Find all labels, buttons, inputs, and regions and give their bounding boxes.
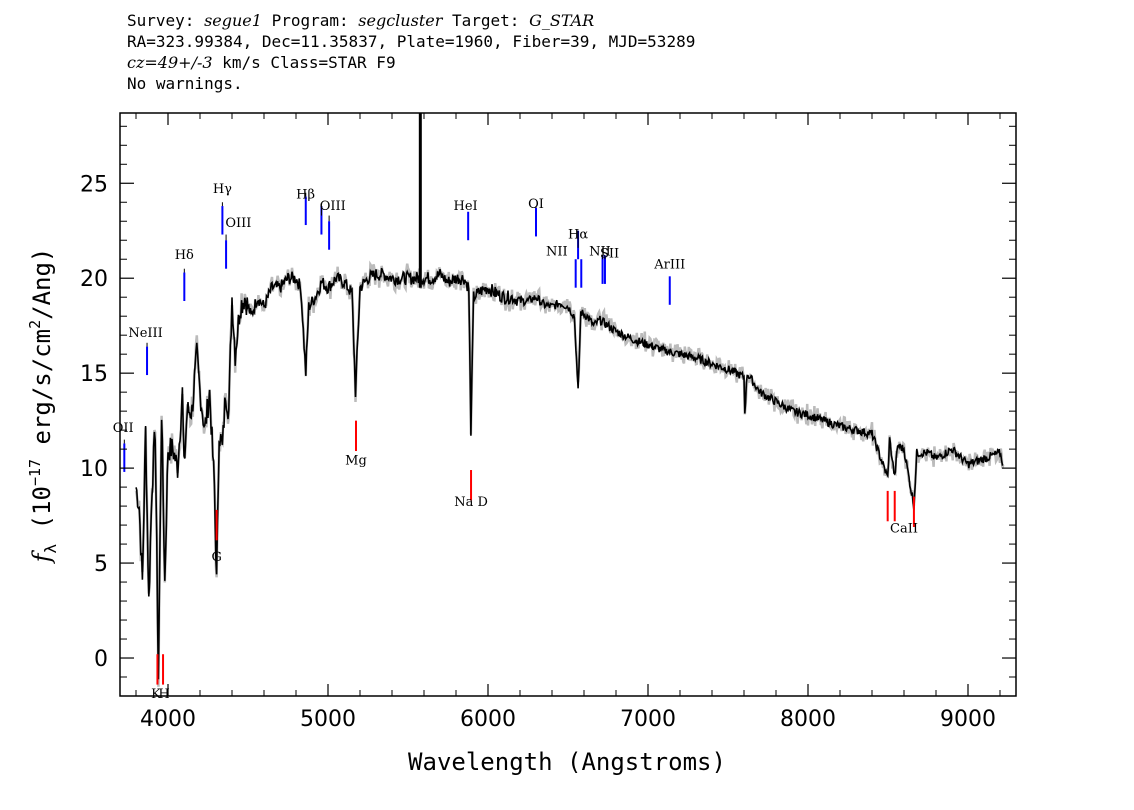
emission-line-label: NII: [546, 244, 568, 259]
plot-frame: [119, 112, 1017, 697]
spectrum-header: Survey: segue1 Program: segcluster Targe…: [127, 10, 1027, 94]
emission-line-label: Hδ: [175, 248, 194, 263]
y-title-exp2: 2: [26, 320, 44, 329]
absorption-line-label: K: [151, 687, 161, 702]
absorption-line-label: Mg: [345, 453, 367, 468]
emission-line-label: OI: [528, 197, 544, 212]
y-tick-label: 5: [94, 552, 108, 577]
target-value: G_STAR: [529, 11, 595, 30]
absorption-line-label: G: [211, 550, 221, 565]
y-tick-label: 20: [80, 267, 108, 292]
program-key: Program:: [271, 11, 349, 30]
axis-ticks: 4000 5000 6000 7000 8000 9000 0 5 10 15 20 25: [80, 113, 1016, 732]
emission-line-label: NeIII: [128, 326, 162, 341]
header-line-survey: Survey: segue1 Program: segcluster Targe…: [127, 10, 1027, 31]
y-tick-label: 10: [80, 457, 108, 482]
cz-value: cz=49+/-3: [127, 53, 213, 72]
survey-key: Survey:: [127, 11, 195, 30]
emission-line-label: HeI: [454, 199, 478, 214]
spectral-line-markers: [123, 192, 915, 685]
y-title-exp: −17: [26, 459, 44, 486]
y-tick-label: 25: [80, 172, 108, 197]
survey-value: segue1: [204, 11, 262, 30]
absorption-line-label: H: [158, 687, 169, 702]
x-tick-label: 5000: [300, 707, 356, 732]
y-title-post: /Ang): [28, 248, 56, 320]
y-tick-label: 0: [94, 647, 108, 672]
flux-line: [135, 267, 1004, 680]
emission-line-label: ArIII: [653, 258, 685, 273]
x-tick-label: 9000: [940, 707, 996, 732]
class-text: km/s Class=STAR F9: [212, 53, 396, 72]
x-axis-title: Wavelength (Angstroms): [408, 748, 726, 776]
header-line-coords: RA=323.99384, Dec=11.35837, Plate=1960, …: [127, 32, 696, 51]
y-title-mid: erg/s/cm: [28, 329, 56, 459]
emission-line-label: NII: [589, 244, 611, 259]
emission-line-label: Hβ: [296, 187, 315, 202]
x-tick-label: 8000: [780, 707, 836, 732]
x-tick-label: 4000: [140, 707, 196, 732]
flux-series: [135, 113, 1004, 680]
flux-error-trace: [134, 260, 1005, 687]
flux-error-band: [134, 260, 1005, 687]
emission-line-label: Hγ: [213, 182, 232, 197]
absorption-line-label: CaII: [890, 522, 918, 537]
y-title-sub: λ: [41, 543, 60, 553]
x-tick-label: 6000: [460, 707, 516, 732]
header-line-warnings: No warnings.: [127, 74, 243, 93]
emission-line-label: Hα: [568, 227, 588, 242]
x-tick-label: 7000: [620, 707, 676, 732]
absorption-line-label: Na D: [454, 495, 488, 510]
emission-line-label: OII: [113, 421, 134, 436]
y-axis-title: fλ (10−17 erg/s/cm2/Ang): [26, 248, 60, 565]
program-value: segcluster: [358, 11, 443, 30]
y-title-pre: (10: [28, 486, 56, 544]
axes: [119, 112, 1017, 697]
y-tick-label: 15: [80, 362, 108, 387]
emission-line-label: SII: [600, 246, 619, 261]
emission-line-label: OIII: [225, 216, 251, 231]
header-line-redshift: cz=49+/-3 km/s Class=STAR F9: [127, 52, 1027, 73]
target-key: Target:: [452, 11, 520, 30]
emission-line-label: OIII: [320, 199, 346, 214]
